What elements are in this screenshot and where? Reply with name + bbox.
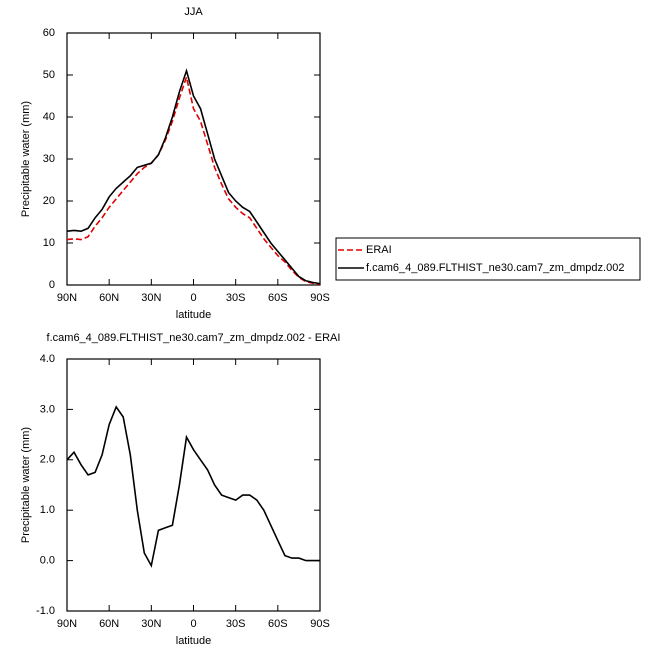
data-line: [66, 74, 321, 285]
x-tick-label: 90N: [57, 292, 77, 304]
x-tick-label: 30N: [141, 618, 161, 630]
y-tick-label: 3.0: [40, 403, 55, 415]
x-tick-label: 90S: [310, 618, 330, 630]
x-tick-label: 90S: [310, 292, 330, 304]
y-axis-label: Precipitable water (mm): [20, 101, 32, 217]
y-tick-label: 50: [43, 69, 55, 81]
x-tick-label: 60S: [268, 618, 288, 630]
legend-box: [335, 237, 641, 281]
legend-label: f.cam6_4_089.FLTHIST_ne30.cam7_zm_dmpdz.…: [366, 262, 624, 274]
data-line: [66, 405, 320, 568]
y-axis-label: Precipitable water (mm): [20, 427, 32, 543]
y-tick-label: 40: [43, 111, 55, 123]
x-tick-label: 30S: [226, 618, 246, 630]
x-tick-label: 60S: [268, 292, 288, 304]
y-tick-label: 30: [43, 153, 55, 165]
y-tick-label: 4.0: [40, 353, 55, 365]
plot-frame: [66, 358, 321, 612]
x-axis-label: latitude: [176, 309, 211, 321]
y-tick-label: 0: [49, 279, 55, 291]
x-tick-label: 60N: [99, 618, 119, 630]
x-tick-label: 60N: [99, 292, 119, 304]
chart-title: f.cam6_4_089.FLTHIST_ne30.cam7_zm_dmpdz.…: [47, 332, 341, 344]
y-tick-label: 1.0: [40, 504, 55, 516]
y-tick-label: 10: [43, 237, 55, 249]
y-tick-label: 0.0: [40, 555, 55, 567]
chart-title: JJA: [184, 6, 203, 18]
y-tick-label: 2.0: [40, 454, 55, 466]
y-tick-label: -1.0: [36, 605, 55, 617]
y-tick-label: 60: [43, 27, 55, 39]
legend-label: ERAI: [366, 244, 392, 256]
x-tick-label: 90N: [57, 618, 77, 630]
data-line: [66, 68, 321, 285]
x-tick-label: 30S: [226, 292, 246, 304]
x-tick-label: 30N: [141, 292, 161, 304]
plot-frame: [66, 32, 321, 286]
x-tick-label: 0: [190, 618, 196, 630]
y-tick-label: 20: [43, 195, 55, 207]
x-axis-label: latitude: [176, 635, 211, 647]
x-tick-label: 0: [190, 292, 196, 304]
